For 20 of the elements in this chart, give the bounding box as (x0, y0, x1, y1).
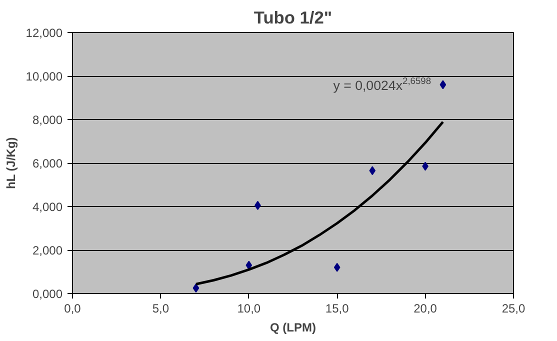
point (369, 166, 376, 176)
x-tick-label: 20,0 (414, 302, 438, 316)
y-axis-title: hL (J/Kg) (4, 137, 18, 189)
y-tick-label: 12,000 (26, 26, 63, 40)
y-tick-label: 10,000 (26, 70, 63, 84)
y-tick-label: 2,000 (32, 244, 63, 258)
point (334, 262, 340, 272)
point (192, 284, 200, 293)
y-tick-label: 6,000 (32, 156, 63, 170)
y-tick-label: 4,000 (32, 200, 63, 214)
x-tick-label: 25,0 (502, 302, 526, 316)
y-tick-label: 0,000 (32, 287, 63, 301)
x-axis-title: Q (LPM) (270, 320, 316, 334)
x-tick-label: 15,0 (325, 302, 350, 316)
x-tick-label: 5,0 (152, 302, 170, 316)
x-tick-label: 10,0 (237, 302, 261, 316)
y-tick-label: 8,000 (32, 113, 63, 127)
x-tick-label: 0,0 (64, 302, 82, 316)
point (440, 80, 446, 90)
chart-title: Tubo 1/2" (254, 8, 332, 28)
